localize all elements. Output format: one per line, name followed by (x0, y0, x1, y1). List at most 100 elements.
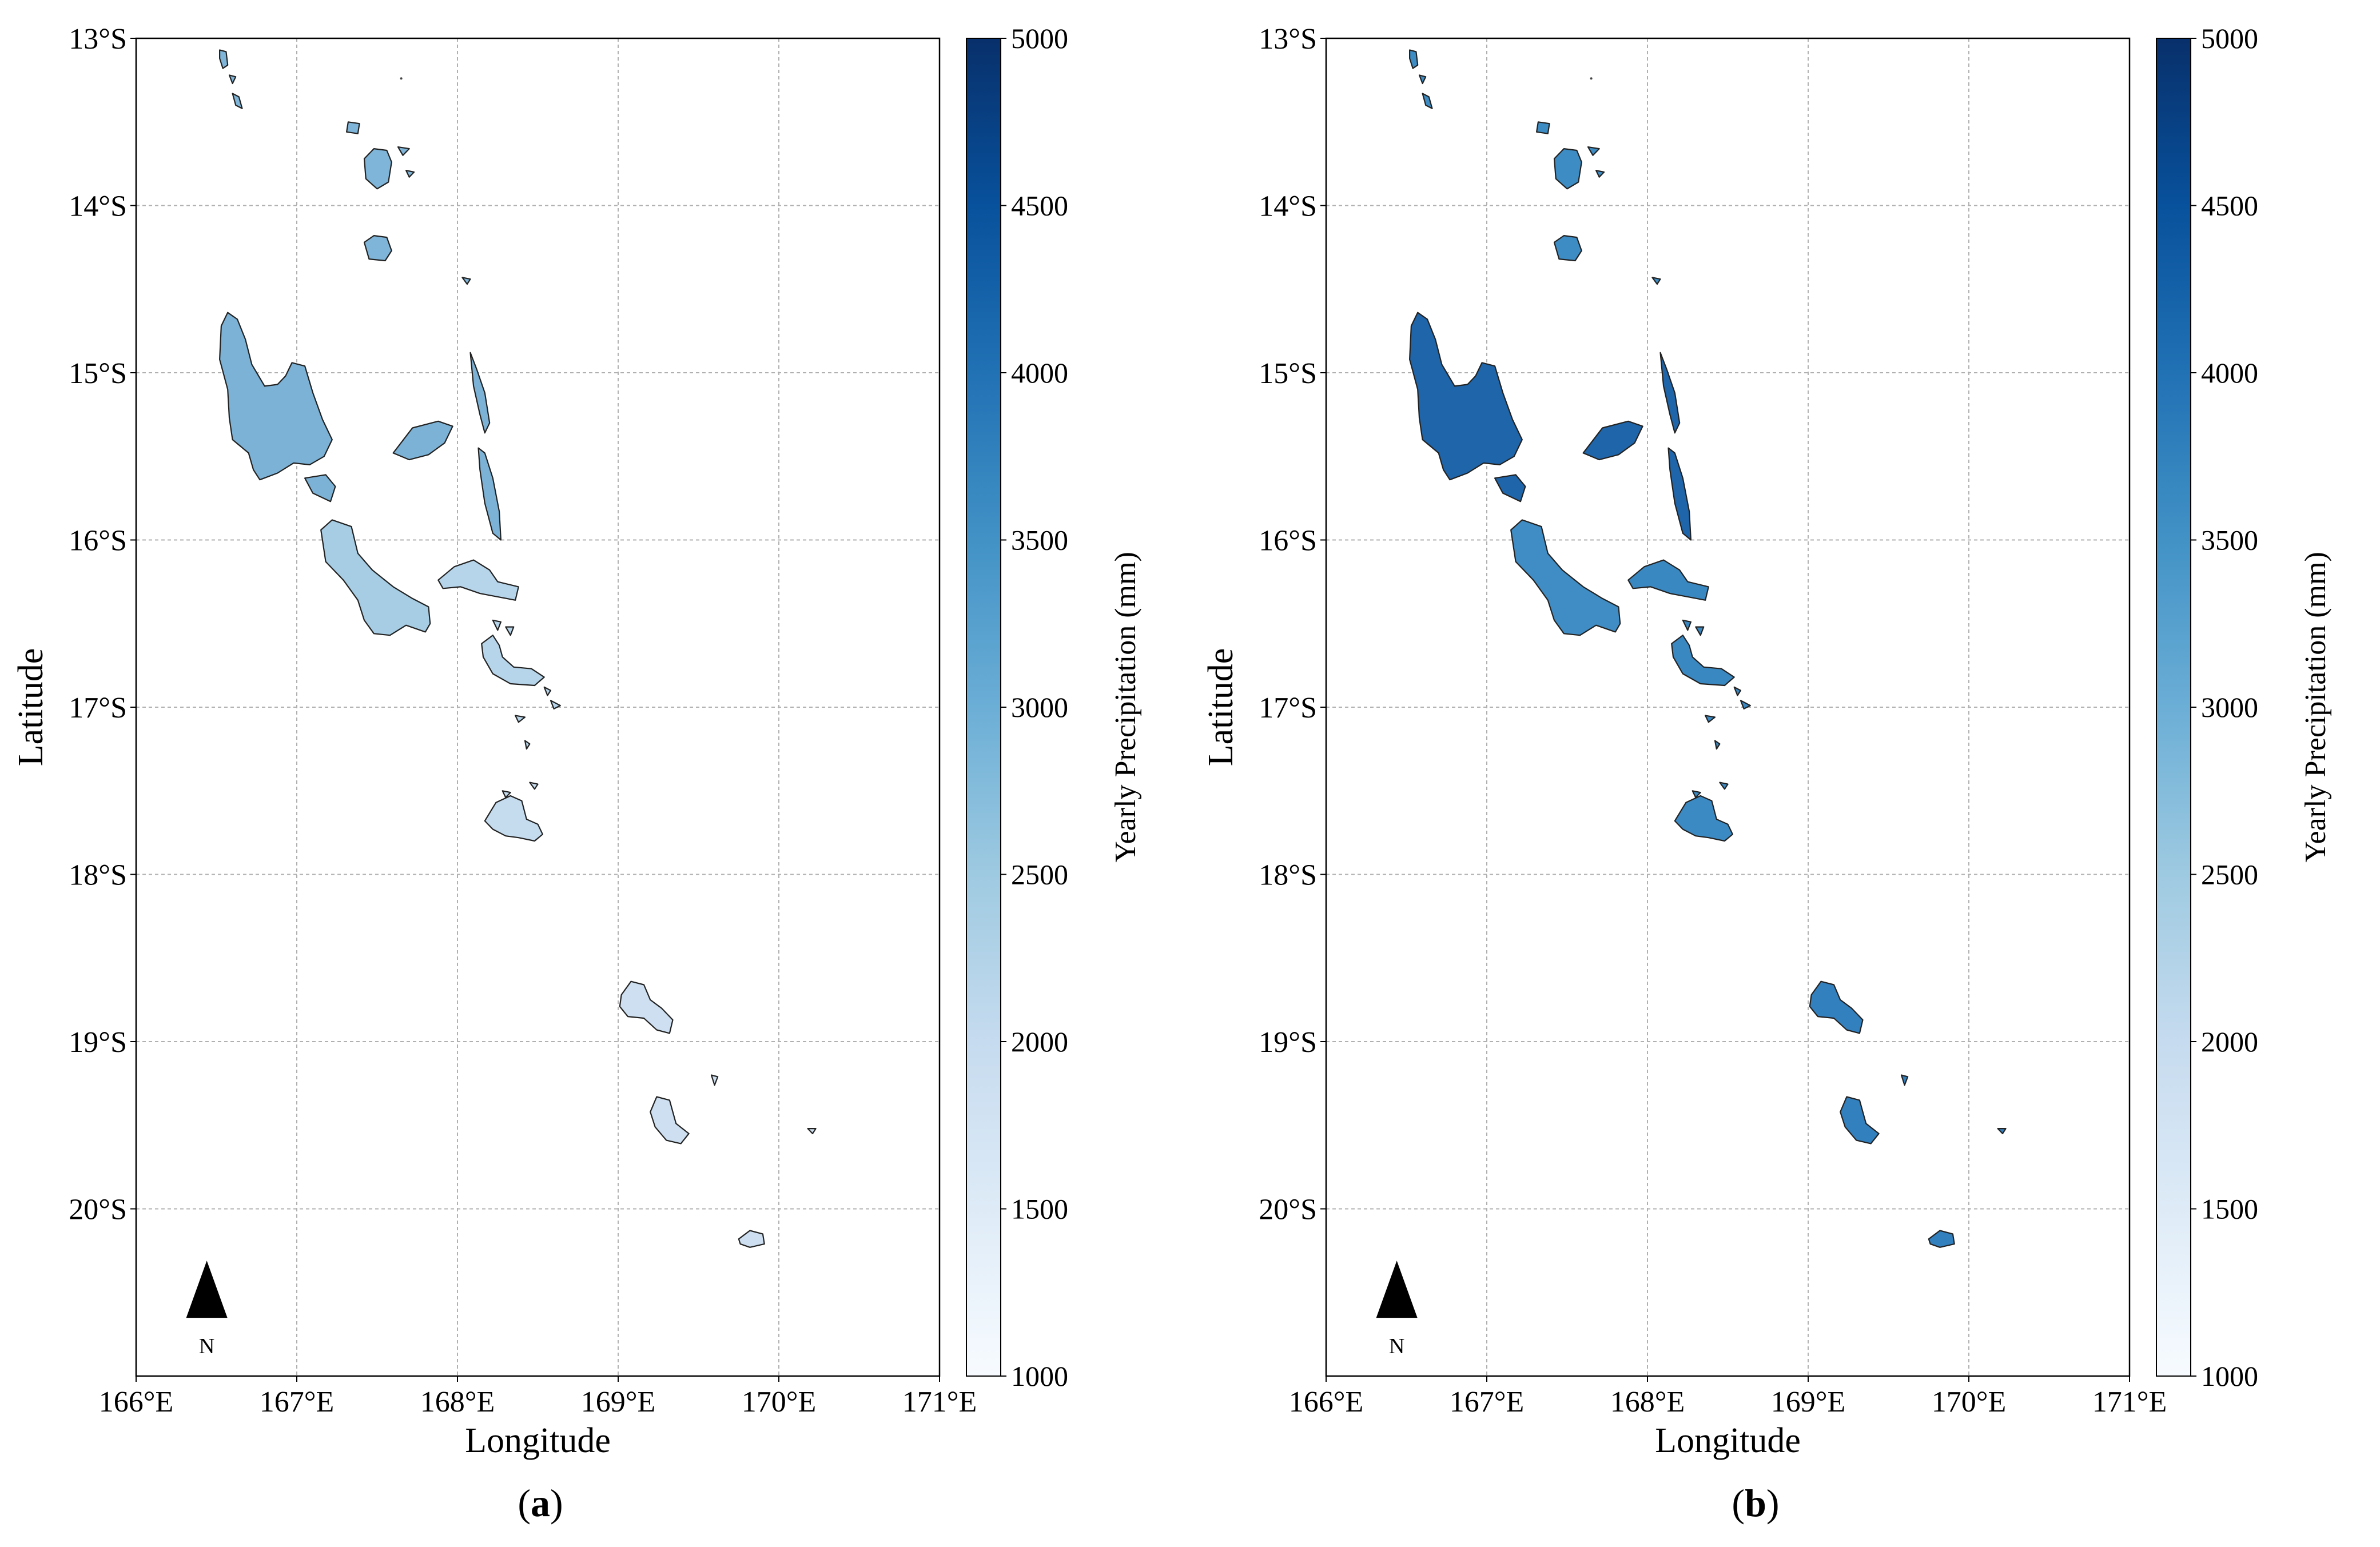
colorbar-tick-label: 1000 (1011, 1360, 1068, 1392)
island-south (1997, 1127, 2007, 1135)
island-north (363, 235, 392, 262)
island-north (1595, 170, 1605, 178)
colorbar-label: Yearly Precipitation (mm) (1109, 552, 1142, 863)
island-efate (1719, 782, 1729, 790)
island-santo (304, 474, 336, 503)
colorbar-tick-label: 2000 (1011, 1026, 1068, 1058)
y-axis-label: Latitude (11, 648, 50, 767)
y-tick-label: 18°S (1259, 859, 1317, 892)
x-tick-label: 169°E (581, 1386, 656, 1418)
island-south (619, 980, 674, 1034)
x-axis-label: Longitude (1655, 1421, 1801, 1460)
island-central (524, 740, 531, 750)
island-south (1900, 1074, 1909, 1086)
island-efate (1692, 790, 1701, 799)
island-north (1553, 148, 1582, 190)
island-santo (469, 352, 491, 434)
y-tick-label: 13°S (1259, 23, 1317, 55)
island-central (1714, 740, 1721, 750)
colorbar-tick-label: 2500 (2201, 859, 2258, 891)
island-central (437, 559, 519, 601)
island-central (1627, 559, 1709, 601)
colorbar-tick-label: 2500 (1011, 859, 1068, 891)
island-central (1740, 700, 1751, 710)
island-north (1535, 121, 1550, 134)
island-central (515, 715, 526, 723)
island-central (1705, 715, 1716, 723)
island-central (481, 635, 545, 687)
colorbar-tick-label: 3500 (2201, 524, 2258, 556)
colorbar-tick-label: 5000 (2201, 22, 2258, 54)
island-efate (484, 795, 544, 842)
island-santo (1582, 420, 1643, 461)
caption-a: (a) (518, 1481, 563, 1525)
y-tick-label: 20°S (69, 1194, 127, 1226)
island-north (1651, 277, 1661, 285)
island-south (1809, 980, 1864, 1034)
map-figure-b: 166°E 167°E 168°E 169°E 170°E 171°E 13°S 14°S 15… (1201, 22, 2332, 1460)
island-santo (1409, 312, 1523, 481)
island-speck (1590, 77, 1593, 80)
island-santo (219, 312, 333, 481)
island-malekula (320, 519, 431, 636)
colorbar-tick-label: 2000 (2201, 1026, 2258, 1058)
colorbar-tick-label: 3000 (1011, 691, 1068, 723)
north-arrow-icon (1376, 1261, 1418, 1318)
north-label: N (1389, 1334, 1404, 1358)
colorbar-tick-label: 1500 (2201, 1193, 2258, 1225)
island-north (405, 170, 415, 178)
y-tick-label: 19°S (69, 1026, 127, 1059)
island-central (1682, 619, 1692, 631)
x-axis-label: Longitude (465, 1421, 611, 1460)
island-south (1928, 1230, 1955, 1248)
island-santo (1667, 447, 1692, 541)
colorbar-tick-label: 1000 (2201, 1360, 2258, 1392)
y-tick-label: 17°S (69, 692, 127, 724)
y-axis-label: Latitude (1201, 648, 1240, 767)
colorbar-tick-label: 4500 (2201, 190, 2258, 222)
island-north (1553, 235, 1582, 262)
y-tick-label: 15°S (69, 357, 127, 390)
island-south (1840, 1096, 1880, 1145)
colorbar-tick-label: 1500 (1011, 1193, 1068, 1225)
y-tick-label: 18°S (69, 859, 127, 892)
colorbar-label: Yearly Precipitation (mm) (2299, 552, 2332, 863)
y-tick-label: 16°S (69, 525, 127, 557)
x-tick-label: 166°E (99, 1386, 174, 1418)
y-tick-label: 17°S (1259, 692, 1317, 724)
island-santo (392, 420, 453, 461)
island-speck (400, 77, 403, 80)
panel-a: 166°E 167°E 168°E 169°E 170°E 171°E 13°S 14°S 15… (11, 22, 1142, 1460)
island-central (1733, 686, 1742, 696)
x-tick-label: 167°E (1450, 1386, 1525, 1418)
island-malekula (1510, 519, 1621, 636)
island-central (550, 700, 561, 710)
map-figure-a: 166°E 167°E 168°E 169°E 170°E 171°E 13°S 14°S 15… (11, 22, 1142, 1460)
x-tick-label: 170°E (1932, 1386, 2007, 1418)
island-central (1671, 635, 1735, 687)
y-tick-label: 14°S (69, 190, 127, 223)
island-santo (1494, 474, 1526, 503)
y-tick-label: 13°S (69, 23, 127, 55)
island-efate (529, 782, 539, 790)
y-tick-label: 15°S (1259, 357, 1317, 390)
north-label: N (199, 1334, 214, 1358)
colorbar-tick-label: 4000 (2201, 357, 2258, 389)
island-santo (1659, 352, 1681, 434)
island-santo (477, 447, 502, 541)
island-north (1587, 146, 1600, 156)
x-tick-label: 168°E (1610, 1386, 1685, 1418)
colorbar-tick-label: 3500 (1011, 524, 1068, 556)
colorbar (2156, 38, 2191, 1377)
island-south (650, 1096, 690, 1145)
island-north (397, 146, 410, 156)
y-tick-label: 14°S (1259, 190, 1317, 223)
x-tick-label: 170°E (742, 1386, 817, 1418)
island-south (710, 1074, 719, 1086)
x-tick-label: 167°E (260, 1386, 335, 1418)
island-central (1695, 626, 1705, 636)
island-north (345, 121, 360, 134)
island-north (363, 148, 392, 190)
island-efate (502, 790, 511, 799)
y-tick-label: 19°S (1259, 1026, 1317, 1059)
